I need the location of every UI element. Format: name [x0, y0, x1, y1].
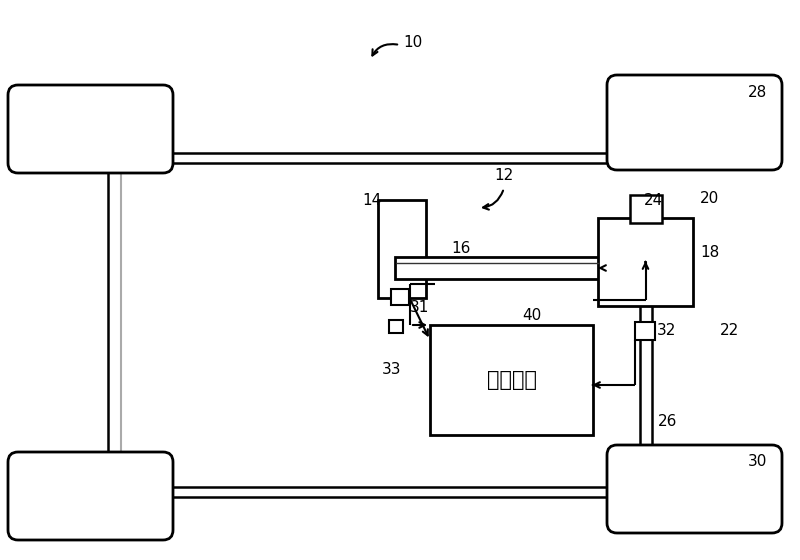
Bar: [430, 325, 593, 435]
Bar: [395, 257, 600, 279]
Text: 22: 22: [720, 323, 739, 338]
Text: 26: 26: [658, 414, 678, 430]
Text: 31: 31: [410, 300, 430, 315]
FancyBboxPatch shape: [8, 452, 173, 540]
Text: 33: 33: [382, 362, 402, 377]
FancyBboxPatch shape: [607, 75, 782, 170]
Text: 30: 30: [748, 455, 767, 469]
FancyBboxPatch shape: [8, 85, 173, 173]
Text: 10: 10: [403, 35, 422, 49]
Bar: [630, 195, 662, 223]
Text: 32: 32: [657, 323, 676, 338]
Text: 12: 12: [494, 167, 514, 183]
Bar: [635, 322, 655, 340]
Text: 14: 14: [362, 193, 382, 208]
Bar: [598, 218, 693, 306]
Text: 控制模块: 控制模块: [486, 370, 537, 390]
Bar: [391, 289, 409, 305]
Text: 28: 28: [748, 85, 767, 100]
Text: 16: 16: [451, 240, 470, 255]
Text: 18: 18: [700, 245, 719, 259]
Text: 24: 24: [644, 193, 663, 208]
Bar: [389, 320, 403, 333]
FancyBboxPatch shape: [607, 445, 782, 533]
Text: 40: 40: [522, 307, 542, 323]
Bar: [378, 200, 426, 298]
Text: 20: 20: [700, 190, 719, 206]
